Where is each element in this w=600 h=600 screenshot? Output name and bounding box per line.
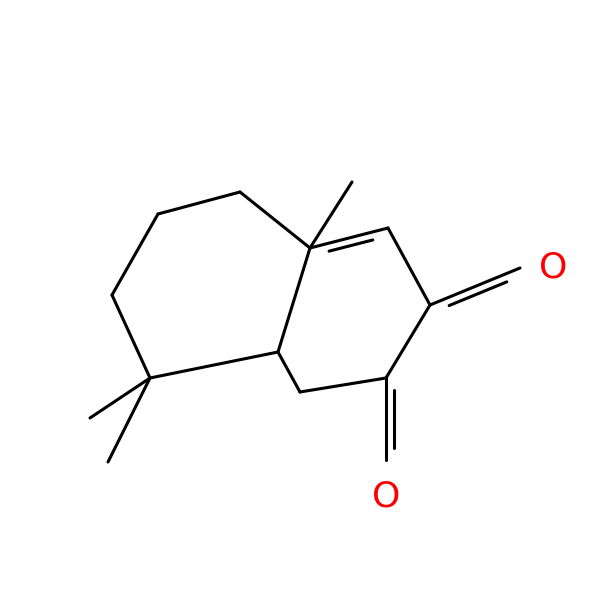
Text: O: O: [372, 479, 400, 513]
Text: O: O: [539, 251, 568, 285]
